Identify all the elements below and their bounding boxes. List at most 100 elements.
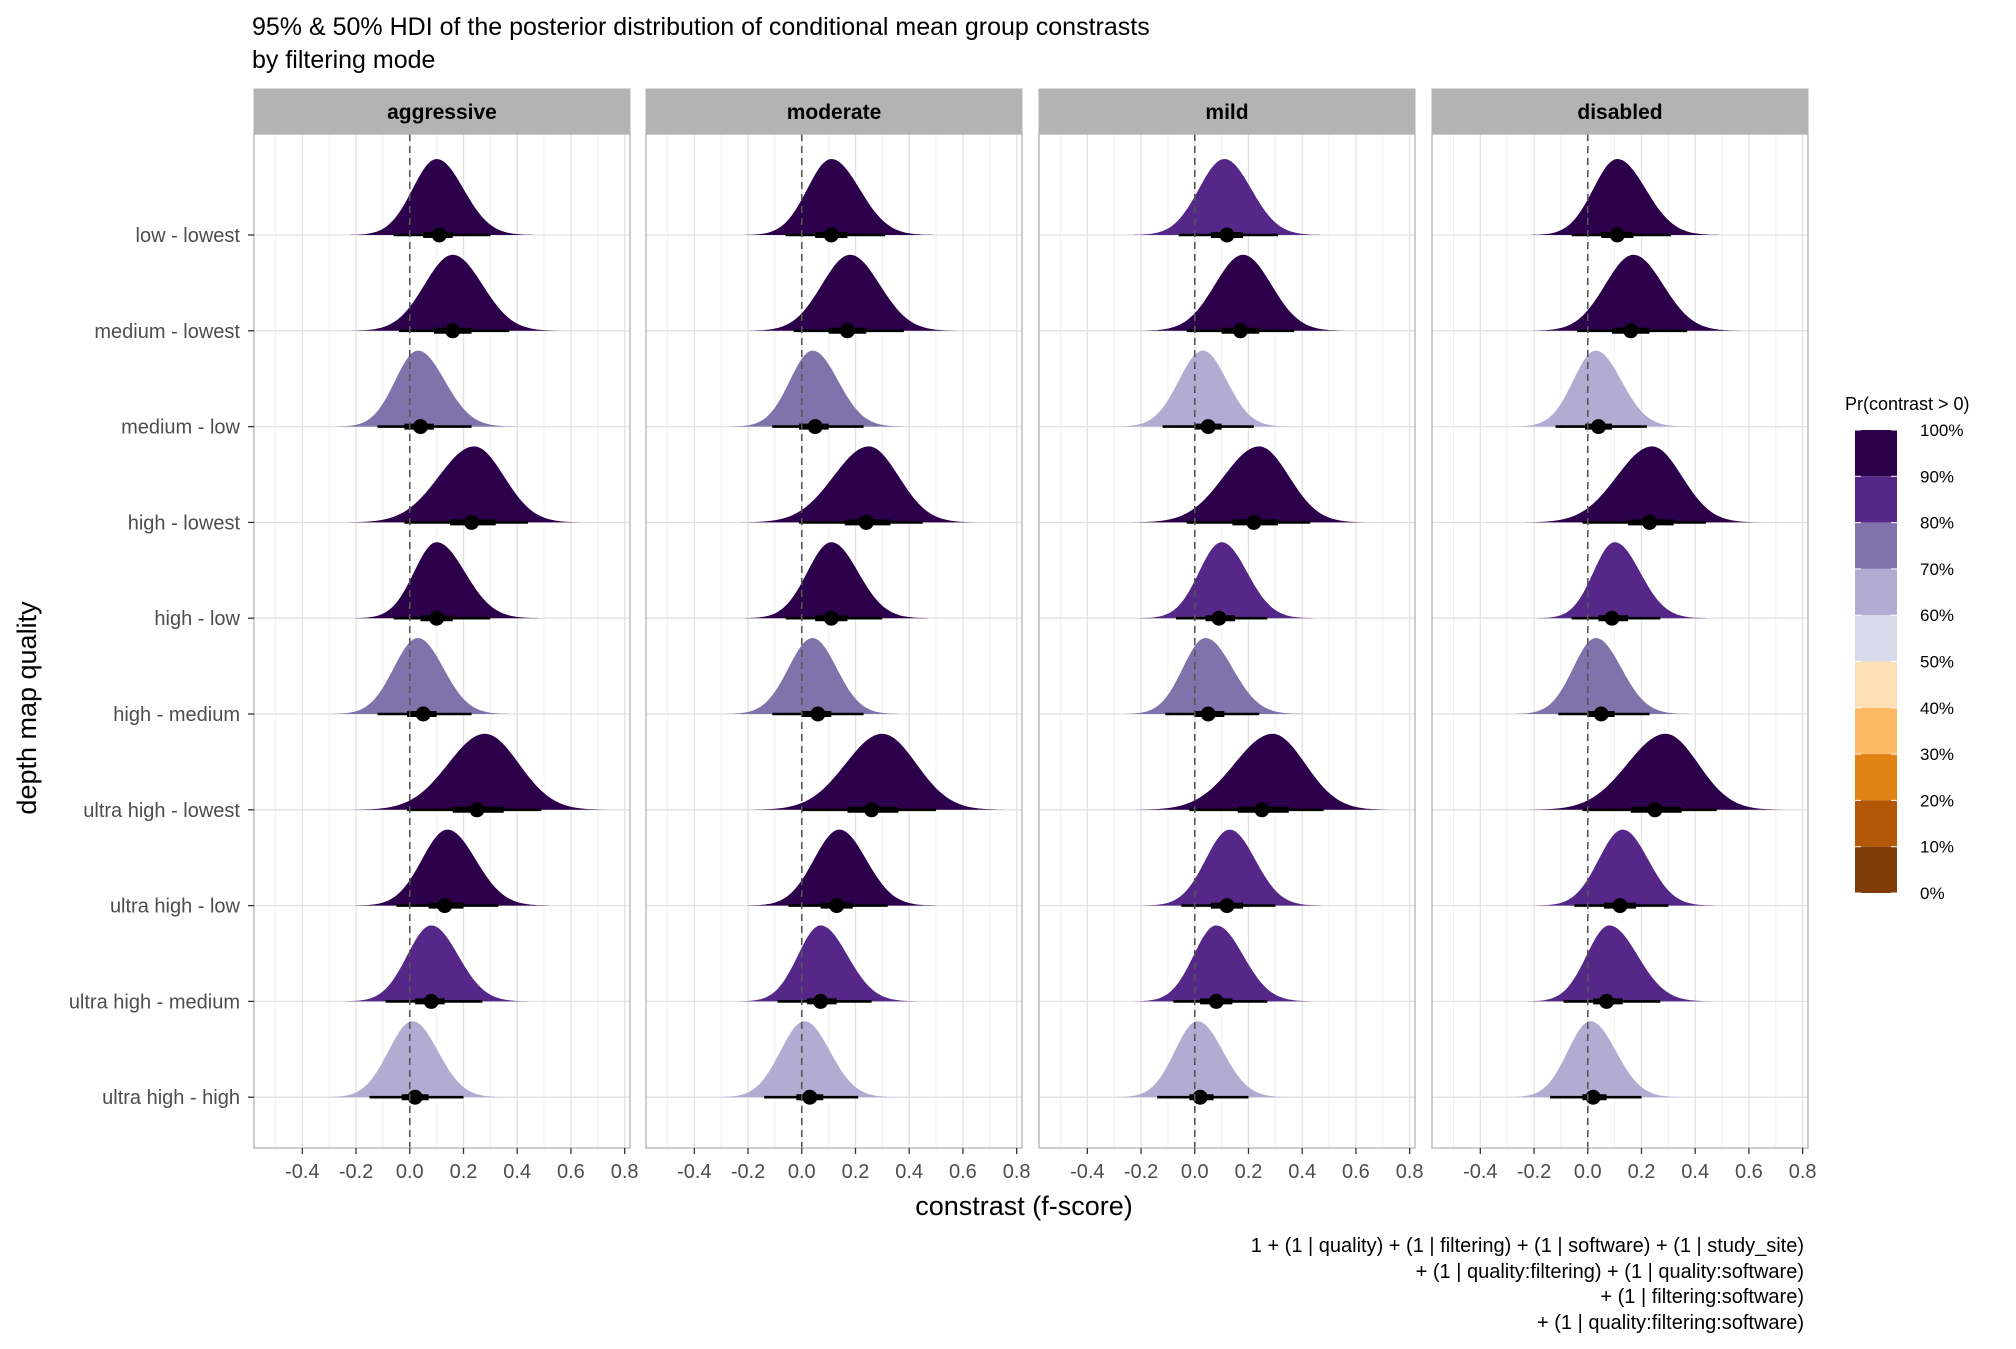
density-disabled-6 [1528,733,1783,810]
facet-strip [645,88,1023,135]
legend-swatch-8 [1855,800,1897,847]
x-tick-label: 0.0 [1574,1161,1602,1183]
median-point [1219,898,1235,914]
y-tick-label: medium - lowest [94,321,240,343]
facet-strip-label: mild [1205,101,1248,124]
density-disabled-4 [1538,542,1707,619]
x-tick-label: 0.4 [1288,1161,1316,1183]
y-tick-label: ultra high - low [110,896,241,918]
density-moderate-9 [717,1021,897,1098]
formula-line-2: + (1 | quality:filtering) + (1 | quality… [1416,1261,1804,1283]
y-tick-label: ultra high - high [102,1087,240,1109]
median-point [813,993,829,1009]
x-tick-label: 0.2 [842,1161,870,1183]
median-point [1254,802,1270,818]
facet-panel-mild: mild -0.4 -0.2 0.0 0.2 0.4 0.6 0.8 [1038,88,1424,1183]
median-point [413,419,429,435]
x-tick-label: 0.6 [557,1161,585,1183]
density-mild-9 [1116,1021,1290,1098]
median-point [1612,898,1628,914]
legend-title: Pr(contrast > 0) [1845,394,1970,414]
density-mild-0 [1132,159,1321,235]
x-tick-label: -0.4 [285,1161,319,1183]
legend-swatch-3 [1855,568,1897,616]
median-point [429,610,445,626]
legend: Pr(contrast > 0) 100% 90% 80% 70% 60% 50% 40% 3… [1845,394,1970,903]
median-point [1232,323,1248,339]
legend-swatch-7 [1855,754,1897,801]
formula-line-3: + (1 | filtering:software) [1600,1286,1804,1308]
x-tick-label: -0.2 [1124,1161,1158,1183]
x-tick-label: -0.4 [677,1161,711,1183]
density-aggressive-1 [351,254,560,331]
x-tick-label: 0.4 [895,1161,923,1183]
median-point [1200,706,1216,722]
density-disabled-7 [1536,829,1715,906]
facet-panel-moderate: moderate -0.4 -0.2 0.0 0.2 0.4 0.6 0.8 [645,88,1031,1183]
density-mild-4 [1140,542,1314,619]
x-tick-label: -0.2 [731,1161,765,1183]
facet-strip [1038,88,1416,135]
density-moderate-1 [748,254,957,331]
x-tick-label: 0.2 [1235,1161,1263,1183]
density-aggressive-2 [336,350,515,427]
facet-strip-label: aggressive [387,101,497,124]
median-point [1585,1089,1601,1105]
y-tick-label: medium - low [121,417,240,439]
density-moderate-6 [750,733,1005,810]
density-disabled-0 [1530,159,1720,235]
y-tick-label: high - lowest [128,512,241,534]
median-point [1593,706,1609,722]
median-point [807,419,823,435]
median-point [415,706,431,722]
median-point [1246,514,1262,530]
facet-strip-label: disabled [1577,101,1662,124]
facet-panel-aggressive: aggressive -0.4 -0.2 0.0 0.2 0.4 0.6 0.8 [253,88,639,1183]
median-point [802,1089,818,1105]
legend-label: 70% [1920,560,1954,579]
median-point [1192,1089,1208,1105]
median-point [1647,802,1663,818]
x-tick-label: 0.0 [788,1161,816,1183]
median-point [1219,227,1235,243]
median-point [464,514,480,530]
density-aggressive-4 [355,542,539,619]
density-disabled-5 [1514,638,1688,714]
legend-label: 100% [1920,421,1963,440]
median-point [1623,323,1639,339]
y-tick-label: high - low [154,608,240,630]
y-tick-label: high - medium [113,704,240,726]
facet-strip-label: moderate [787,101,882,124]
x-tick-label: 0.4 [503,1161,531,1183]
density-aggressive-6 [352,733,608,810]
median-point [839,323,855,339]
density-mild-3 [1132,446,1367,523]
density-aggressive-8 [344,925,528,1002]
density-moderate-2 [731,350,905,427]
median-point [1591,419,1607,435]
x-axis-label: constrast (f-score) [915,1191,1133,1221]
x-tick-label: 0.8 [1003,1161,1031,1183]
density-aggressive-5 [331,638,510,714]
facet-strip [253,88,631,135]
legend-label: 60% [1920,606,1954,625]
y-tick-label: ultra high - medium [69,991,240,1013]
legend-swatch-2 [1855,522,1897,569]
x-tick-label: 0.2 [1628,1161,1656,1183]
y-tick-label: ultra high - lowest [83,800,240,822]
legend-label: 30% [1920,745,1954,764]
density-moderate-3 [741,446,976,523]
median-point [445,323,461,339]
median-point [1604,610,1620,626]
density-aggressive-3 [347,446,582,523]
x-tick-label: 0.8 [611,1161,639,1183]
x-tick-label: 0.2 [450,1161,478,1183]
density-moderate-7 [747,829,937,906]
legend-swatch-4 [1855,615,1897,662]
chart-title-line-2: by filtering mode [252,46,435,74]
legend-swatch-9 [1855,846,1897,893]
median-point [1599,993,1615,1009]
legend-swatch-6 [1855,707,1897,755]
facet-panel-disabled: disabled -0.4 -0.2 0.0 0.2 0.4 0.6 0.8 [1431,88,1817,1183]
density-mild-2 [1116,350,1290,427]
